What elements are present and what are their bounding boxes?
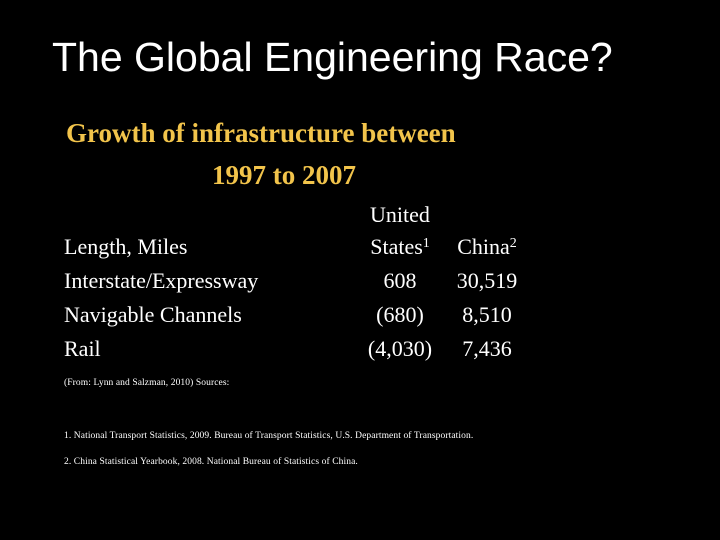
source-item-2: 2. China Statistical Yearbook, 2008. Nat… [64,457,358,467]
column-header-china: China2 [447,234,527,260]
sources-intro: (From: Lynn and Salzman, 2010) Sources: [64,378,230,388]
footnote-marker-1: 1 [422,236,430,251]
table-header-label: Length, Miles [64,234,188,259]
table-cell-us: (680) [376,302,424,327]
table-row-label: Rail [64,336,101,361]
table-cell-china: 7,436 [462,336,512,361]
source-item-1: 1. National Transport Statistics, 2009. … [64,431,474,441]
footnote-marker-2: 2 [509,236,517,251]
subtitle-line-2: 1997 to 2007 [212,160,356,190]
table-cell-china: 30,519 [456,268,518,293]
table-cell-china: 8,510 [462,302,512,327]
table-cell-us: (4,030) [367,336,433,361]
column-header-us-line2: States [370,234,423,259]
table-cell-us: 608 [383,268,417,293]
subtitle-line-1: Growth of infrastructure between [66,118,456,148]
column-header-us-line1: United [370,202,430,227]
slide-title: The Global Engineering Race? [52,34,613,80]
column-header-china-label: China [457,234,510,259]
table-row-label: Navigable Channels [64,302,242,327]
column-header-us: States1 [340,234,460,260]
table-row-label: Interstate/Expressway [64,268,259,293]
